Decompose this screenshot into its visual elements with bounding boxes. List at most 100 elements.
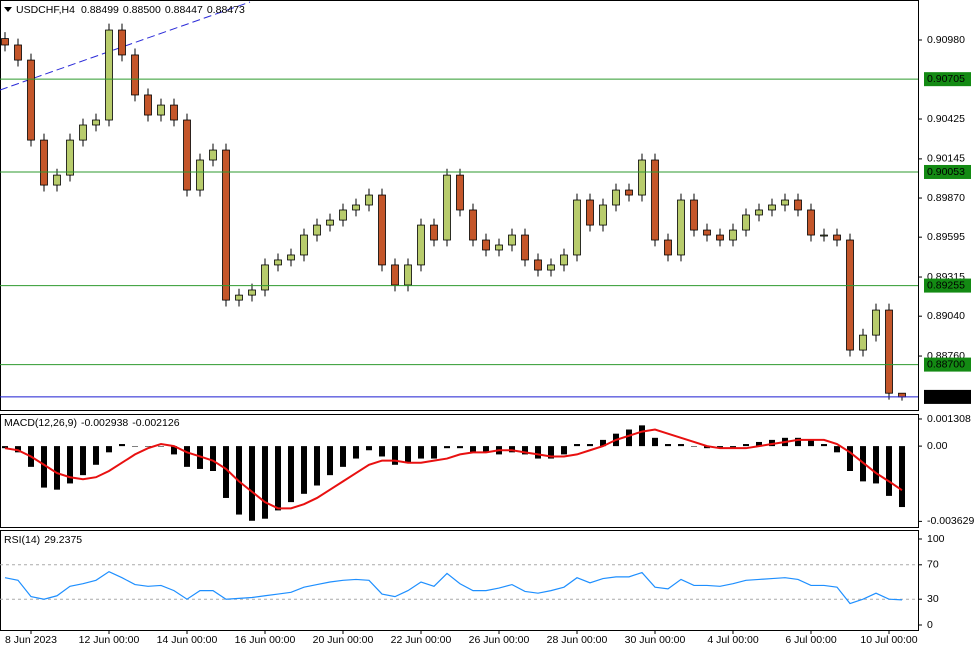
y-tick-label: 0.90145 <box>927 153 965 165</box>
current-price-label: 0.88473 <box>927 391 965 403</box>
rsi-title: RSI(14) <box>4 534 40 546</box>
x-tick-label: 14 Jun 00:00 <box>157 634 218 646</box>
macd-bar <box>119 444 125 447</box>
signal-value: -0.002126 <box>132 417 179 429</box>
candle-body <box>872 309 880 336</box>
rsi-line <box>4 570 903 605</box>
candle-body <box>183 119 191 191</box>
candle-body <box>261 264 269 291</box>
macd-bar <box>574 444 580 447</box>
rsi-header: RSI(14) 29.2375 <box>4 534 82 546</box>
candle-body <box>157 104 165 116</box>
level-box <box>924 164 971 179</box>
macd-bar <box>587 444 593 447</box>
symbol: USDCHF,H4 <box>16 4 75 16</box>
macd-bar <box>535 446 541 459</box>
candle-body <box>742 214 750 231</box>
candle-body <box>339 209 347 221</box>
macd-bar <box>93 446 99 465</box>
candle-body <box>287 254 295 261</box>
x-tick-label: 10 Jul 00:00 <box>860 634 917 646</box>
x-tick-label: 4 Jul 00:00 <box>707 634 759 646</box>
macd-bar <box>275 446 281 511</box>
macd-bar <box>678 444 684 447</box>
candle-body <box>794 199 802 211</box>
candle-body <box>430 224 438 241</box>
macd-bar <box>665 444 671 447</box>
candle-body <box>885 309 893 394</box>
macd-bar <box>769 439 775 447</box>
level-label: 0.90705 <box>927 73 965 85</box>
candle-body <box>170 104 178 121</box>
candle-body <box>66 139 74 176</box>
y-tick-label: -0.003629 <box>927 515 974 527</box>
menu-arrow[interactable] <box>4 7 12 12</box>
macd-bar <box>730 446 736 449</box>
candle-body <box>443 174 451 241</box>
candle-body <box>118 29 126 56</box>
y-tick-label: 0.90980 <box>927 34 965 46</box>
macd-bar <box>145 446 151 447</box>
macd-bar <box>561 446 567 455</box>
y-tick-label: 0.90425 <box>927 113 965 125</box>
high-label: 0.88500 <box>123 4 161 16</box>
macd-bar <box>366 446 372 451</box>
x-tick-label: 6 Jul 00:00 <box>785 634 837 646</box>
candle-body <box>651 159 659 241</box>
candle-body <box>677 199 685 256</box>
candle-body <box>105 29 113 121</box>
macd-bar <box>457 446 463 449</box>
x-tick-label: 20 Jun 00:00 <box>313 634 374 646</box>
candle-body <box>846 239 854 351</box>
macd-bar <box>431 446 437 459</box>
macd-bar <box>704 446 710 449</box>
candle-body <box>586 199 594 226</box>
macd-bar <box>262 446 268 519</box>
candle-body <box>378 194 386 266</box>
candle-body <box>703 229 711 236</box>
candle-body <box>248 289 256 296</box>
candle-body <box>690 199 698 231</box>
signal-line <box>4 428 903 510</box>
candle-body <box>807 209 815 236</box>
candle-body <box>144 94 152 116</box>
y-tick-label: 100 <box>927 533 945 545</box>
macd-bar <box>418 446 424 459</box>
candle-body <box>482 239 490 251</box>
macd-bar <box>808 439 814 447</box>
candle-body <box>313 224 321 236</box>
rsi-value: 29.2375 <box>44 534 82 546</box>
candle-body <box>638 159 646 196</box>
y-tick-label: 70 <box>927 559 939 571</box>
macd-bar <box>353 446 359 459</box>
y-tick-label: 0.89595 <box>927 231 965 243</box>
macd-bar <box>600 439 606 447</box>
macd-bar <box>379 446 385 457</box>
macd-bar <box>522 446 528 455</box>
macd-bar <box>717 446 723 449</box>
macd-header: MACD(12,26,9) -0.002938 -0.002126 <box>4 417 180 429</box>
candle-body <box>365 194 373 206</box>
main-panel <box>0 0 919 411</box>
y-tick-label: 0.89870 <box>927 192 965 204</box>
level-label: 0.88700 <box>927 358 965 370</box>
y-tick-label: 0.001308 <box>927 413 971 425</box>
candle-body <box>79 124 87 141</box>
candle-body <box>612 189 620 206</box>
level-label: 0.89255 <box>927 279 965 291</box>
candle-body <box>391 264 399 286</box>
macd-bar <box>41 446 47 488</box>
y-tick-label: 30 <box>927 593 939 605</box>
candle-body <box>417 224 425 266</box>
open-label: 0.88499 <box>81 4 119 16</box>
macd-bar <box>184 446 190 467</box>
macd-bar <box>405 446 411 463</box>
macd-bar <box>54 446 60 490</box>
symbol-header: USDCHF,H4 0.88499 0.88500 0.88447 0.88473 <box>16 4 245 16</box>
candle-body <box>664 239 672 256</box>
level-box <box>924 357 971 372</box>
x-tick-label: 8 Jun 2023 <box>5 634 57 646</box>
level-box <box>924 278 971 293</box>
candle-body <box>755 209 763 216</box>
candle-body <box>768 204 776 211</box>
